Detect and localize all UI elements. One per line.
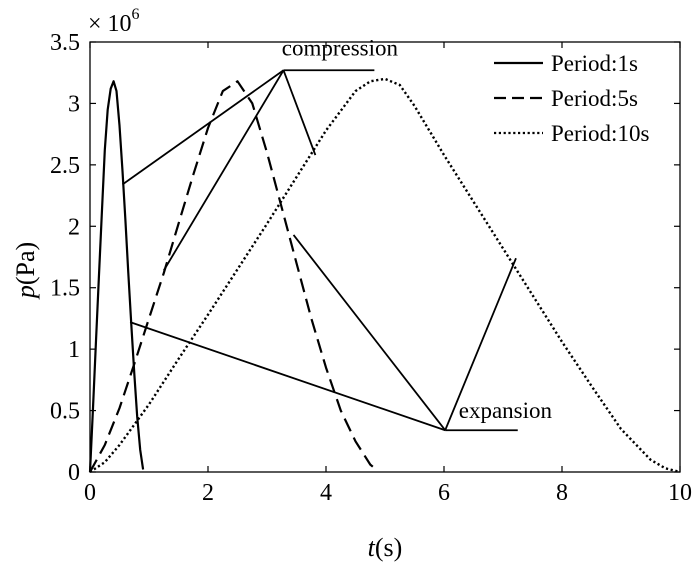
x-tick-label: 4	[320, 480, 332, 506]
annotation-pointer	[292, 234, 446, 431]
x-tick-label: 10	[668, 480, 692, 506]
legend: Period:1s Period:5s Period:10s	[494, 51, 649, 146]
series-line-period-5s	[89, 80, 377, 473]
y-scale-base: × 10	[88, 11, 132, 37]
annotation-layer: compression expansion	[121, 36, 553, 432]
annotation-label-expansion: expansion	[459, 398, 553, 423]
x-axis-label: t(s)	[368, 533, 403, 562]
annotation-pointer	[282, 69, 317, 156]
y-tick-label: 2.5	[50, 153, 80, 179]
x-tick-label: 8	[556, 480, 568, 506]
annotation-label-compression: compression	[282, 36, 399, 61]
y-tick-label: 2	[68, 214, 80, 240]
y-tick-label: 0.5	[50, 399, 80, 425]
y-tick-label: 1	[68, 337, 80, 363]
legend-label: Period:10s	[551, 121, 649, 146]
y-scale-exponent: 6	[132, 6, 140, 23]
annotation-pointer	[129, 321, 446, 432]
x-tick-label: 0	[84, 480, 96, 506]
x-axis-unit: (s)	[375, 533, 402, 562]
y-tick-label: 1.5	[50, 276, 80, 302]
y-scale-label: × 106	[88, 6, 140, 37]
y-tick-label: 0	[68, 460, 80, 486]
y-axis-unit: (Pa)	[11, 242, 40, 285]
series-line-period-1s	[88, 80, 145, 473]
series-layer	[88, 77, 681, 474]
x-tick-label: 2	[202, 480, 214, 506]
annotation-pointer	[444, 257, 517, 431]
plot-area	[89, 41, 681, 473]
y-tick-label: 3	[68, 91, 80, 117]
legend-label: Period:5s	[551, 86, 638, 111]
axis-ticks: 0 2 4 6 8 10 0 0.5 1 1.5 2 2.5 3 3.5	[50, 30, 692, 506]
legend-label: Period:1s	[551, 51, 638, 76]
x-axis-variable: t	[368, 533, 376, 562]
y-axis-variable: p	[11, 285, 40, 300]
y-tick-label: 3.5	[50, 30, 80, 56]
x-tick-label: 6	[438, 480, 450, 506]
annotation-pointer	[121, 69, 285, 186]
annotation-pointer	[162, 69, 285, 271]
y-axis-label: p(Pa)	[11, 242, 40, 300]
series-line-period-10s	[89, 77, 681, 474]
plot-border	[89, 41, 681, 473]
